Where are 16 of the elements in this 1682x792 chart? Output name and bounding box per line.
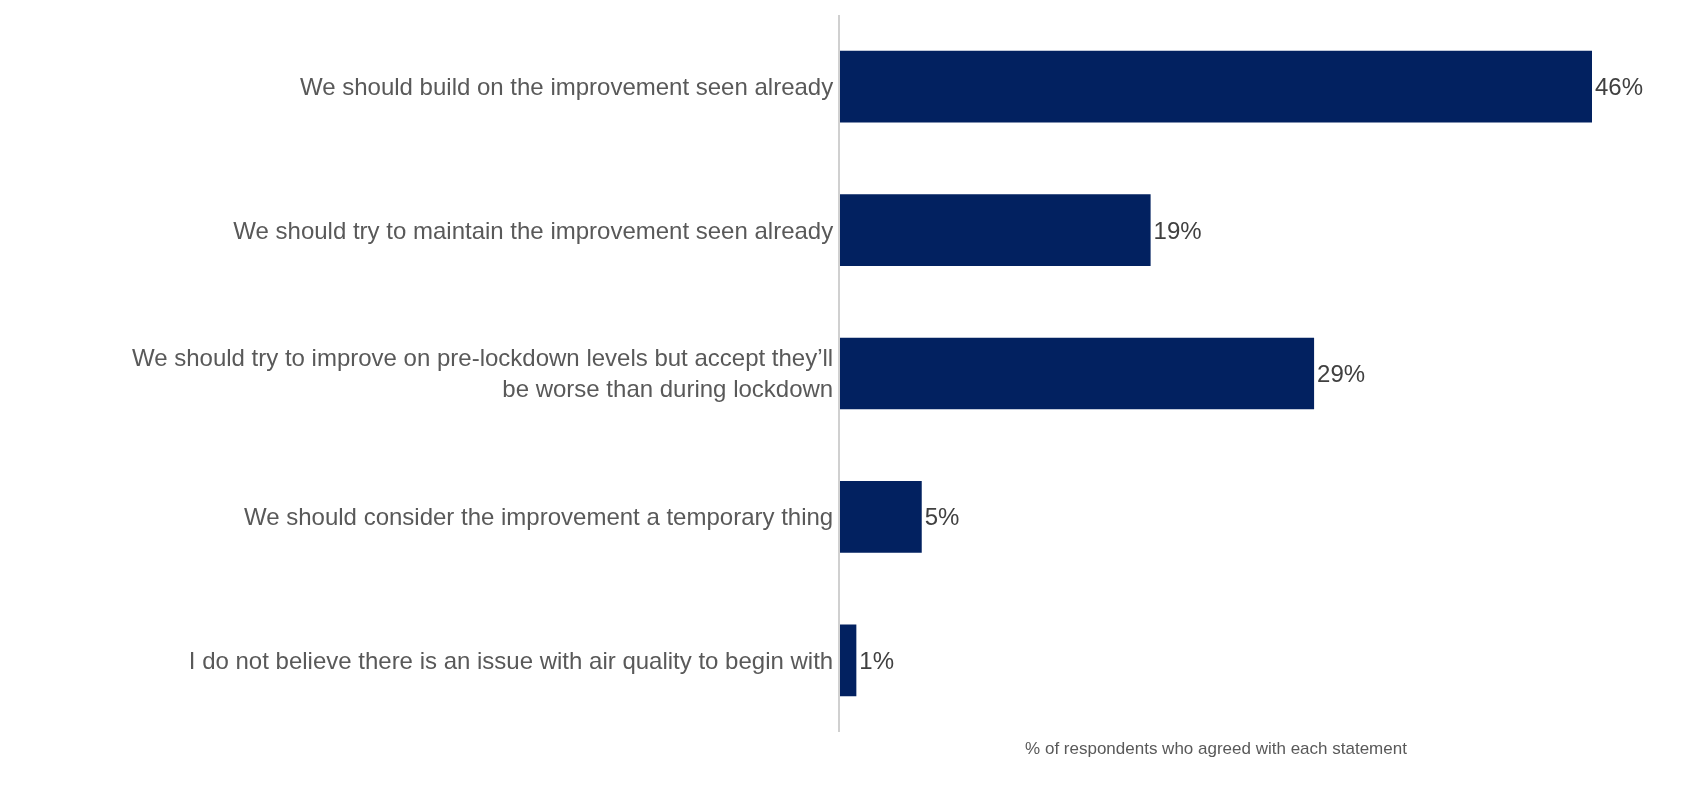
y-tick-label: We should try to maintain the improvement seen already: [233, 216, 834, 244]
bar: [840, 624, 857, 697]
data-label: 46%: [1595, 73, 1644, 101]
bar: [840, 194, 1151, 266]
y-tick-label: We should consider the improvement a temporary thing: [244, 503, 834, 531]
y-tick-label: I do not believe there is an issue with air quality to begin with: [188, 646, 834, 674]
bar: [840, 481, 922, 553]
bar: [840, 50, 1592, 123]
bar: [840, 337, 1315, 410]
data-label: 1%: [859, 646, 895, 674]
data-label: 5%: [924, 503, 960, 531]
data-label: 29%: [1317, 360, 1366, 387]
y-tick-label: We should build on the improvement seen already: [300, 73, 834, 101]
data-label: 19%: [1153, 216, 1202, 244]
y-tick-label: We should try to improve on pre-lockdown levels but accept they’ll be worse than during lockdown: [131, 344, 834, 403]
x-axis-title: % of respondents who agreed with each statement: [1025, 739, 1408, 759]
